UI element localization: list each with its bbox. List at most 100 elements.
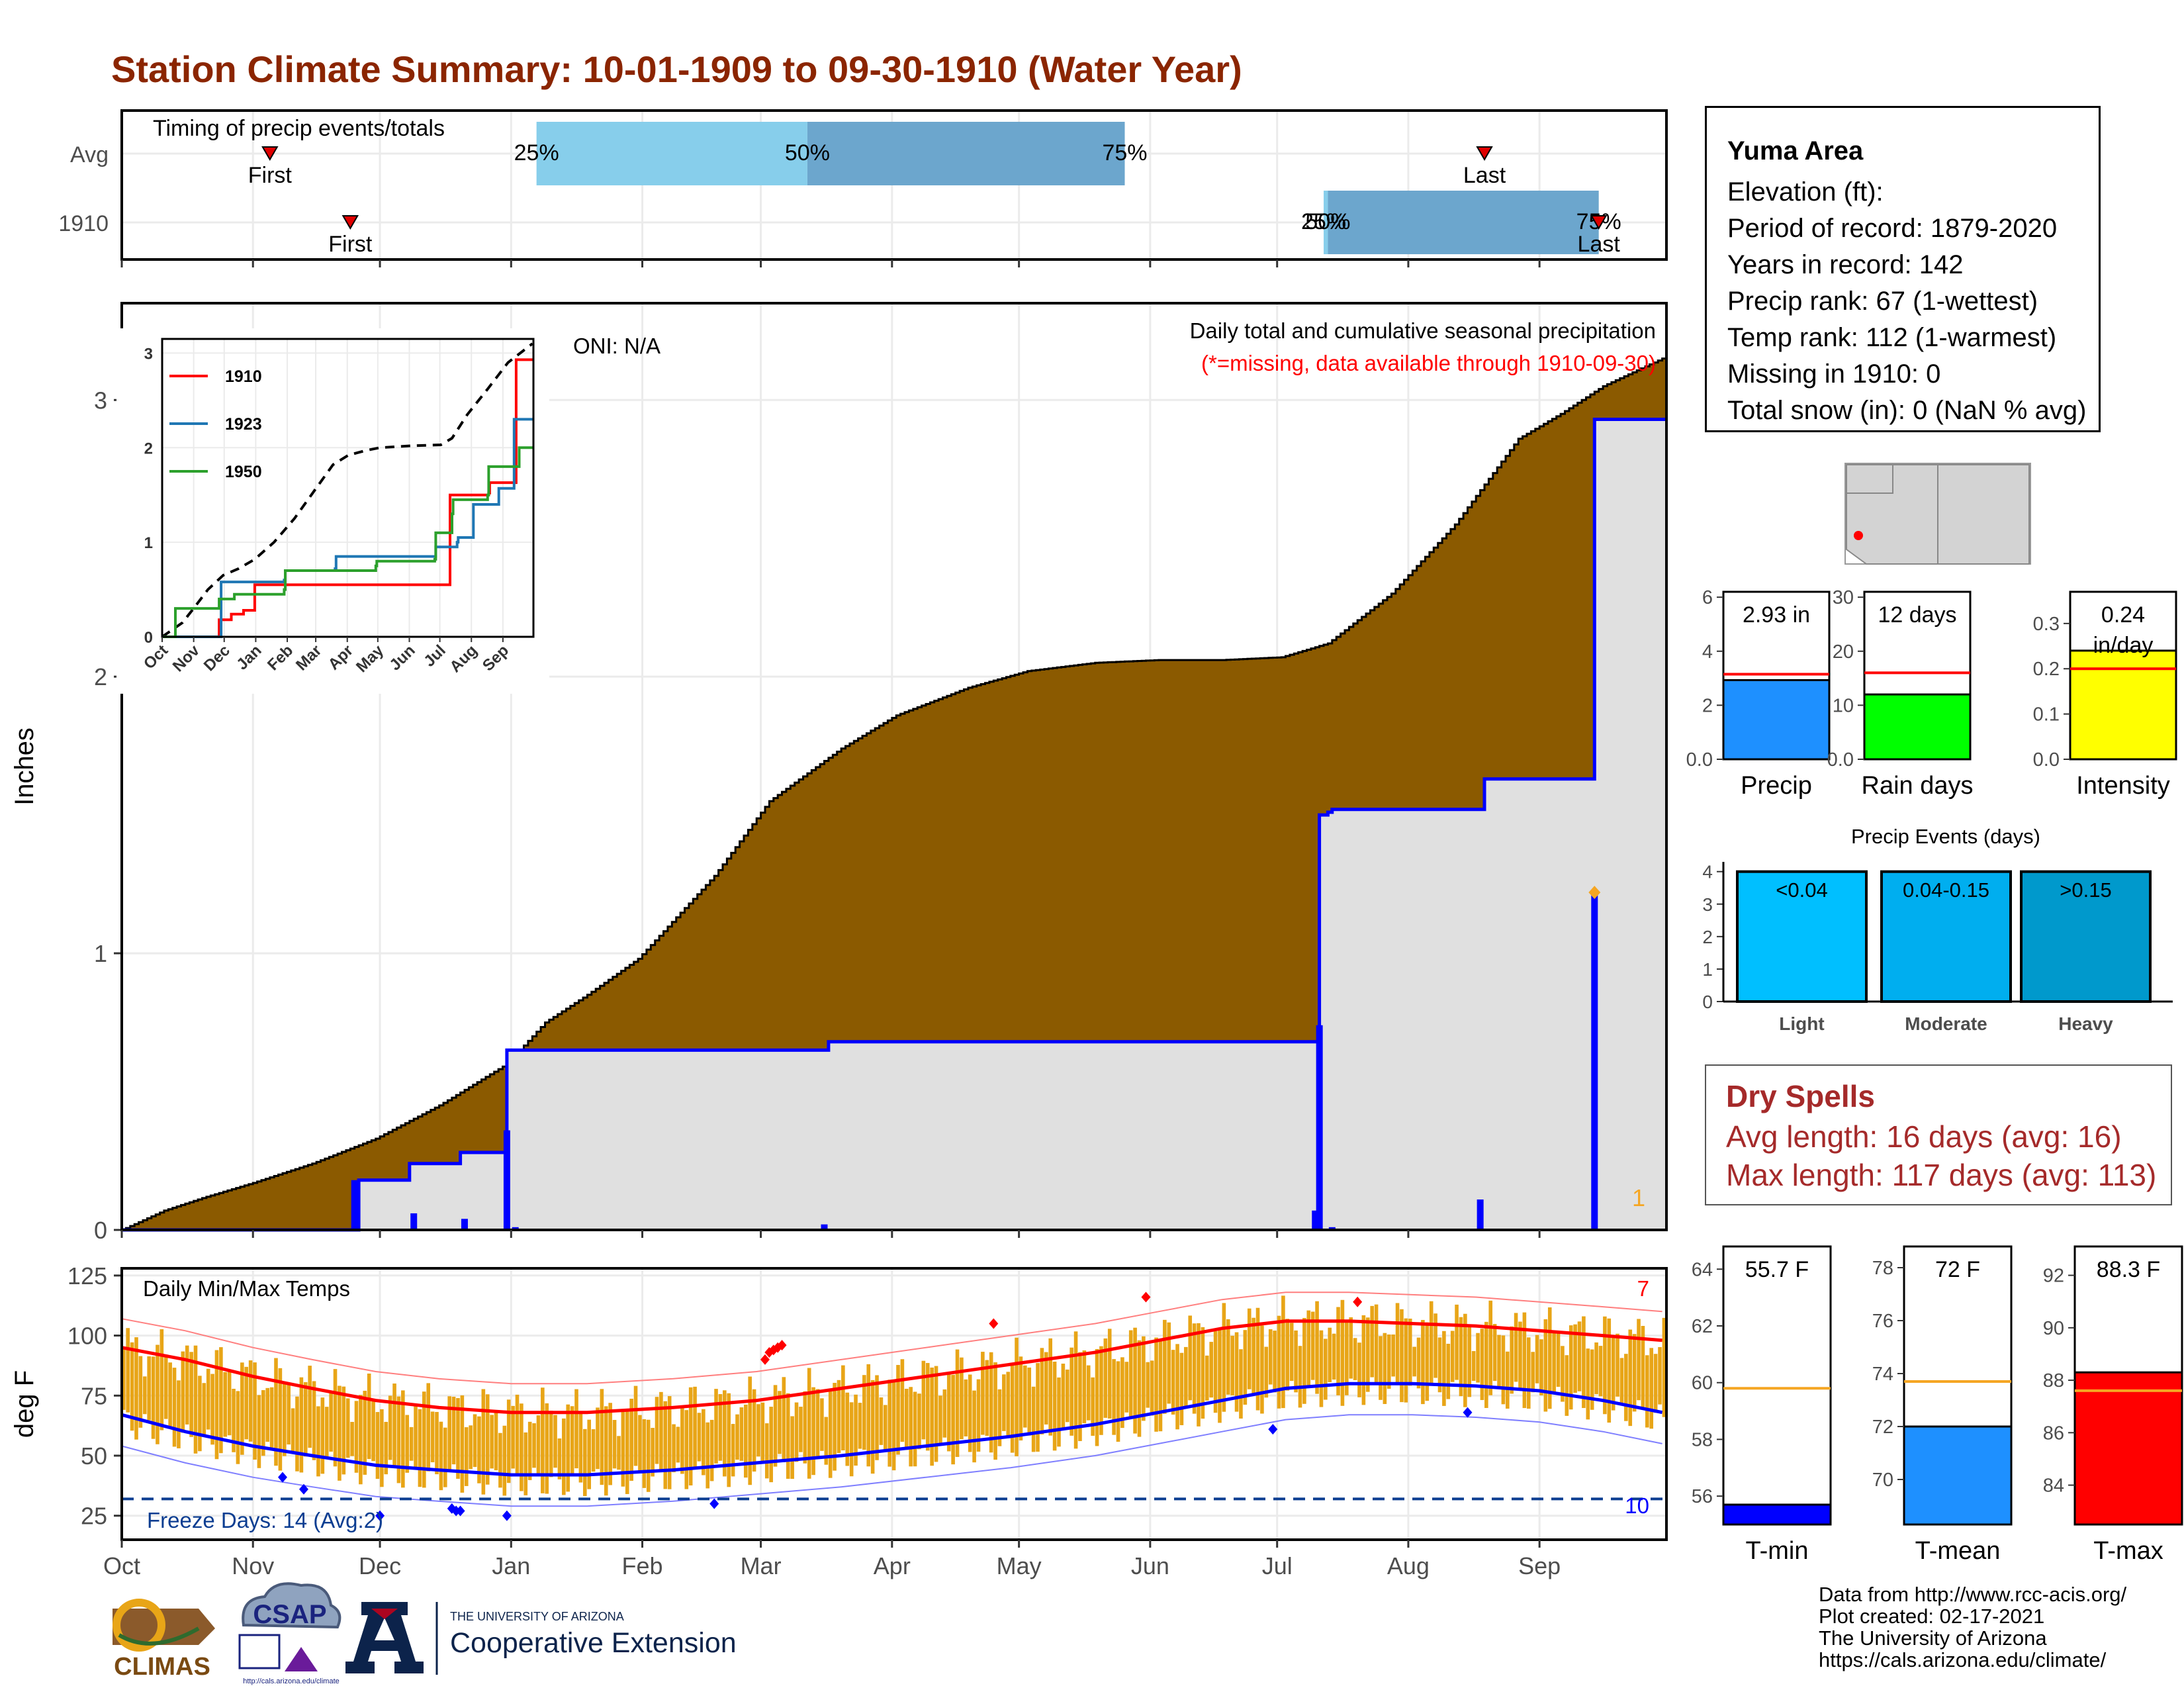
daily-temp-bar [1137,1340,1142,1437]
daily-temp-bar [870,1380,875,1474]
daily-temp-bar [1315,1301,1319,1394]
daily-temp-bar [1506,1351,1510,1409]
daily-temp-bar [409,1427,414,1461]
logos: CLIMAS CSAP http://cals.arizona.edu/clim… [113,1582,737,1685]
daily-temp-bar [600,1389,604,1485]
daily-temp-bar [900,1359,905,1442]
daily-temp-bar [1065,1369,1069,1423]
daily-temp-bar [913,1391,917,1467]
inset-y-tick-label: 3 [144,345,153,363]
daily-temp-bar [1027,1367,1032,1436]
record-low-marker [277,1472,287,1483]
month-label-oct: Oct [103,1552,140,1579]
record-low-marker [1463,1407,1473,1418]
daily-temp-bar [1586,1348,1590,1420]
daily-temp-bar [1006,1372,1011,1436]
daily-temp-bar [1522,1312,1527,1409]
daily-temp-bar [735,1414,739,1460]
daily-temp-bar [367,1373,371,1460]
daily-temp-bar [875,1375,879,1460]
daily-temp-bar [1205,1355,1209,1401]
avg-cumulative-area [122,357,1668,1231]
daily-temp-bar [845,1392,850,1466]
events-bar-label: >0.15 [2060,878,2111,902]
credits-data-source: Data from http://www.rcc-acis.org/ [1819,1583,2127,1606]
events-bar-label: 0.04-0.15 [1903,878,1989,902]
events-bar-heavy [2020,870,2152,1004]
daily-temp-bar [206,1368,210,1430]
daily-temp-bar [248,1360,253,1442]
precip-y-tick-label: 0.0 [1686,749,1713,771]
oni-label: ONI: N/A [573,334,660,358]
missing-marker [1588,886,1601,900]
daily-temp-bar [265,1387,270,1442]
daily-temp-bar [1213,1331,1218,1413]
month-label-nov: Nov [232,1552,274,1579]
credits: Data from http://www.rcc-acis.org/ Plot … [1819,1583,2126,1671]
record-high-count: 7 [1637,1276,1649,1301]
daily-temp-bar [506,1399,511,1483]
daily-temp-bar [1260,1325,1264,1414]
daily-temp-bar [1561,1346,1565,1402]
daily-temp-bar [1197,1323,1201,1427]
temp-frame [120,1267,1668,1541]
daily-temp-bar [418,1409,422,1487]
inset-legend-label: 1950 [225,463,262,481]
daily-temp-bar [511,1405,515,1469]
daily-temp-bar [460,1395,465,1493]
daily-temp-bar [1365,1317,1370,1392]
daily-temp-bar [1480,1329,1484,1400]
events-y-tick-label: 4 [1702,862,1713,882]
daily-temp-bar [490,1415,494,1469]
daily-temp-bar [731,1424,735,1477]
inset-bg [116,328,549,694]
daily-temp-bar [1497,1335,1501,1387]
daily-temp-bar [976,1379,981,1452]
daily-temp-bar [1218,1328,1222,1423]
timing-bar-50-75 [807,122,1125,185]
dry-spells-title: Dry Spells [1726,1079,1875,1113]
daily-temp-bar [972,1390,976,1463]
record-low-marker [502,1510,512,1521]
daily-temp-bar [1103,1338,1108,1418]
daily-temp-bar [985,1360,989,1436]
daily-temp-bar [642,1419,647,1488]
daily-temp-bar [891,1380,896,1471]
events-y-tick-label: 3 [1702,894,1713,915]
daily-temp-bar [1531,1352,1535,1393]
t-max-y-tick-label: 92 [2043,1266,2064,1287]
events-bar-label: <0.04 [1776,878,1827,902]
daily-temp-bar [1653,1354,1658,1413]
daily-temp-bar [1518,1321,1522,1391]
record-low-marker [375,1510,385,1521]
csap-logo: CSAP http://cals.arizona.edu/climate [238,1582,341,1685]
daily-temp-bar [1052,1362,1057,1451]
daily-temp-bar [1594,1342,1598,1395]
rain-days-bar [1863,693,1972,761]
daily-temp-bar [1243,1330,1248,1405]
daily-temp-bar [574,1389,578,1469]
year-cumulative-line [122,418,1667,1232]
daily-temp-bar [1547,1307,1552,1409]
daily-temp-bar [1455,1304,1459,1380]
daily-temp-bar [1073,1331,1078,1449]
daily-temp-bar [477,1416,481,1483]
timing-bar-50-75 [1328,191,1599,254]
precip-panel-subtitle: (*=missing, data available through 1910-… [1201,351,1656,375]
daily-temp-bar [1370,1305,1374,1378]
daily-temp-bar [202,1383,206,1435]
daily-temp-bar [1488,1300,1493,1395]
daily-temp-bar [934,1366,938,1462]
daily-temp-bar [769,1407,773,1483]
daily-temp-bar [612,1420,617,1469]
credits-created: Plot created: 02-17-2021 [1819,1605,2045,1628]
record-high-marker [777,1340,787,1351]
daily-temp-bar [435,1411,439,1475]
daily-temp-bar [545,1403,549,1494]
daily-temp-bar [1573,1324,1577,1393]
daily-temp-bar [240,1362,244,1455]
daily-temp-bar [1142,1336,1146,1421]
daily-temp-bar [1192,1323,1197,1414]
daily-temp-bar [1526,1337,1531,1409]
month-label-apr: Apr [874,1552,911,1579]
